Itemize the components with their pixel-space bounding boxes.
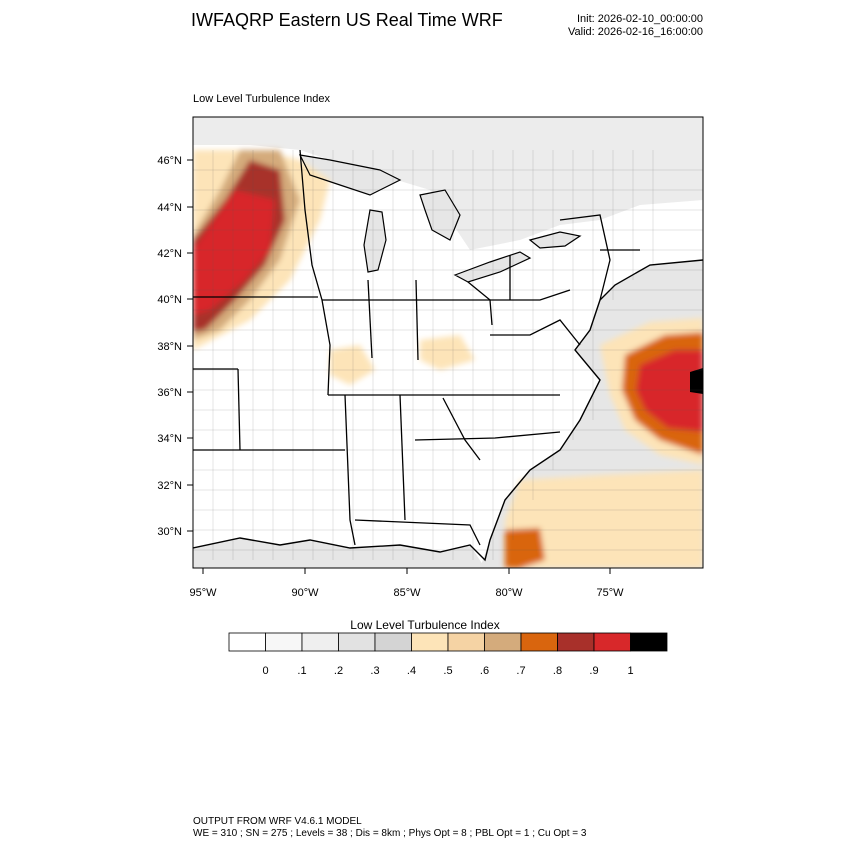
- colorbar-swatch: [228, 632, 266, 652]
- lat-axis: 46°N 44°N 42°N 40°N 38°N 36°N 34°N 32°N 30°N: [157, 155, 193, 538]
- lat-tick-label: 30°N: [157, 526, 182, 538]
- lon-tick-label: 75°W: [596, 587, 624, 599]
- model-info-line-2: WE = 310 ; SN = 275 ; Levels = 38 ; Dis …: [193, 828, 587, 839]
- model-info: OUTPUT FROM WRF V4.6.1 MODEL WE = 310 ; …: [193, 816, 586, 840]
- lon-tick-label: 85°W: [393, 587, 421, 599]
- colorbar-label: .7: [516, 665, 525, 677]
- colorbar-swatch: [301, 632, 339, 652]
- colorbar-label: 1: [627, 665, 633, 677]
- lon-tick-label: 95°W: [189, 587, 217, 599]
- lat-tick-label: 34°N: [157, 433, 182, 445]
- colorbar-label: .1: [297, 665, 306, 677]
- coastline: [193, 259, 703, 562]
- init-time: Init: 2026-02-10_00:00:00: [577, 13, 703, 25]
- colorbar-label: .6: [480, 665, 489, 677]
- turbulence-shading: [193, 150, 703, 568]
- colorbar-swatch: [374, 632, 412, 652]
- colorbar-swatch: [557, 632, 595, 652]
- lat-tick-label: 36°N: [157, 387, 182, 399]
- colorbar-swatch: [338, 632, 376, 652]
- lon-tick-label: 80°W: [495, 587, 523, 599]
- colorbar-label: .8: [553, 665, 562, 677]
- lake-erie: [455, 252, 530, 282]
- gulf-of-mexico: [193, 538, 485, 568]
- colorbar-title: Low Level Turbulence Index: [350, 618, 500, 632]
- lat-tick-label: 42°N: [157, 248, 182, 260]
- colorbar-swatch: [520, 632, 558, 652]
- colorbar-label: 0: [262, 665, 268, 677]
- map-subtitle: Low Level Turbulence Index: [193, 93, 330, 105]
- max-turbulence-cell: [690, 368, 703, 394]
- lat-tick-label: 32°N: [157, 480, 182, 492]
- colorbar-swatch: [265, 632, 303, 652]
- lake-michigan: [364, 210, 386, 272]
- colorbar-label: .3: [370, 665, 379, 677]
- colorbar-swatch: [630, 632, 668, 652]
- lat-tick-label: 46°N: [157, 155, 182, 167]
- valid-time: Valid: 2026-02-16_16:00:00: [568, 26, 703, 38]
- lon-axis: 95°W 90°W 85°W 80°W 75°W: [189, 568, 624, 599]
- colorbar-label: .9: [589, 665, 598, 677]
- colorbar-label: .4: [407, 665, 416, 677]
- lon-tick-label: 90°W: [291, 587, 319, 599]
- run-times: Init: 2026-02-10_00:00:00 Valid: 2026-02…: [568, 13, 703, 39]
- colorbar-swatch: [484, 632, 522, 652]
- lat-tick-label: 38°N: [157, 341, 182, 353]
- colorbar-label: .5: [443, 665, 452, 677]
- lake-superior: [300, 155, 400, 195]
- lat-tick-label: 40°N: [157, 294, 182, 306]
- colorbar-swatch: [411, 632, 449, 652]
- page-title: IWFAQRP Eastern US Real Time WRF: [191, 10, 503, 30]
- canada-region: [193, 117, 703, 250]
- lat-tick-label: 44°N: [157, 202, 182, 214]
- colorbar: 0 .1 .2 .3 .4 .5 .6 .7 .8 .9 1: [228, 632, 668, 677]
- state-borders: [193, 149, 640, 546]
- model-info-line-1: OUTPUT FROM WRF V4.6.1 MODEL: [193, 816, 362, 827]
- great-lakes-outline: [298, 154, 582, 283]
- colorbar-swatch: [447, 632, 485, 652]
- county-grid: [193, 150, 703, 560]
- colorbar-swatch: [593, 632, 631, 652]
- lake-huron: [420, 190, 460, 240]
- map-frame: [192, 116, 704, 569]
- colorbar-label: .2: [334, 665, 343, 677]
